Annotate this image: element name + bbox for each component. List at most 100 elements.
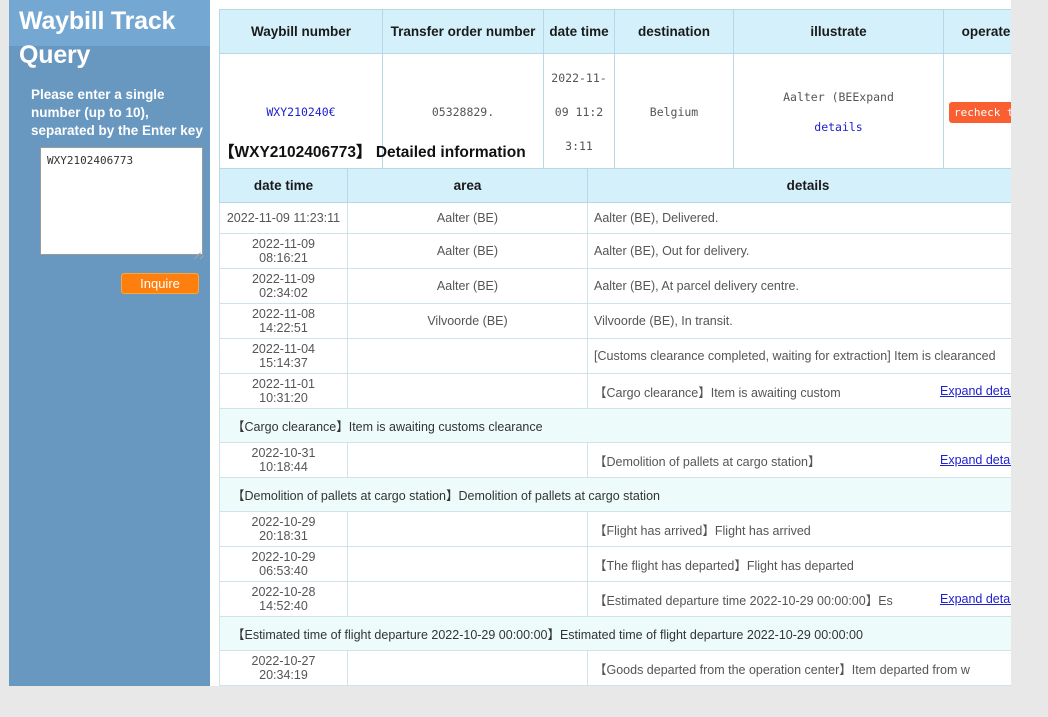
cell-detail-date-time: 2022-11-08 14:22:51 — [219, 303, 348, 339]
cell-transfer-order-number: 05328829. — [382, 53, 544, 171]
detail-text: Aalter (BE), At parcel delivery centre. — [594, 279, 799, 293]
waybill-input[interactable] — [40, 147, 203, 255]
table-row: 2022-11-04 15:14:37 [Customs clearance co… — [219, 338, 1011, 374]
cell-detail-date-time: 2022-10-28 14:52:40 — [219, 581, 348, 617]
expanded-detail-row: 【Cargo clearance】Item is awaiting custom… — [219, 408, 1011, 443]
table-row: 2022-10-29 20:18:31 【Flight has arrived】F… — [219, 511, 1011, 547]
cell-detail-details: 【Flight has arrived】Flight has arrived — [587, 511, 1011, 547]
details-link[interactable]: details — [814, 120, 863, 134]
cell-detail-details: 【Demolition of pallets at cargo station】… — [587, 442, 1011, 478]
summary-header-row: Waybill number Transfer order number dat… — [219, 9, 1011, 54]
table-row: 2022-11-09 08:16:21 Aalter (BE) Aalter (BE… — [219, 233, 1011, 269]
cell-detail-date-time: 2022-10-29 06:53:40 — [219, 546, 348, 582]
cell-detail-area: Aalter (BE) — [347, 268, 588, 304]
cell-illustrate: Aalter (BEExpand details — [733, 53, 944, 171]
summary-table: Waybill number Transfer order number dat… — [219, 9, 1011, 171]
cell-detail-details: 【Estimated departure time 2022-10-29 00:… — [587, 581, 1011, 617]
detail-text: 【Goods departed from the operation cente… — [594, 662, 970, 677]
cell-detail-details: 【Cargo clearance】Item is awaiting custom… — [587, 373, 1011, 409]
cell-detail-date-time: 2022-11-04 15:14:37 — [219, 338, 348, 374]
table-row: WXY210240€ 05328829. 2022-11-09 11:23:11… — [219, 53, 1011, 171]
col-header-detail-details: details — [587, 168, 1011, 203]
illustrate-text: Aalter (BEExpand — [783, 90, 894, 104]
expanded-detail-text: 【Cargo clearance】Item is awaiting custom… — [219, 408, 1011, 443]
browser-viewport: Waybill Track Query Please enter a singl… — [9, 0, 1011, 686]
expanded-detail-text: 【Estimated time of flight departure 2022… — [219, 616, 1011, 651]
cell-date-time: 2022-11-09 11:23:11 — [543, 53, 615, 171]
sidebar: Waybill Track Query Please enter a singl… — [9, 0, 210, 686]
cell-detail-area — [347, 685, 588, 686]
detail-text: 【Flight has arrived】Flight has arrived — [594, 523, 811, 538]
cell-detail-date-time: 2022-10-27 20:34:19 — [219, 650, 348, 686]
cell-detail-area: Aalter (BE) — [347, 233, 588, 269]
detail-text: 【Estimated departure time 2022-10-29 00:… — [594, 593, 893, 608]
cell-detail-area — [347, 338, 588, 374]
table-row: 2022-10-28 14:52:40 【Estimated departure … — [219, 581, 1011, 617]
detail-table-wrapper: date time area details 2022-11-09 11:23:… — [219, 168, 1011, 686]
col-header-destination: destination — [614, 9, 734, 54]
cell-detail-area: Vilvoorde (BE) — [347, 303, 588, 339]
expanded-detail-row: 【Estimated time of flight departure 2022… — [219, 616, 1011, 651]
inquire-button[interactable]: Inquire — [121, 273, 199, 294]
expand-details-link[interactable]: Expand details — [939, 592, 1011, 606]
cell-detail-area: Aalter (BE) — [347, 202, 588, 234]
table-row: 2022-10-27 20:34:19 【Goods departed from … — [219, 650, 1011, 686]
cell-detail-date-time: 2022-11-09 08:16:21 — [219, 233, 348, 269]
table-row: 2022-10-29 06:53:40 【The flight has depar… — [219, 546, 1011, 582]
cell-detail-details: 【The flight has departed】Flight has depa… — [587, 546, 1011, 582]
expanded-detail-row: 【Demolition of pallets at cargo station】… — [219, 477, 1011, 512]
table-row: 2022-11-01 10:31:20 【Cargo clearance】Item… — [219, 373, 1011, 409]
cell-operate: recheck tra — [943, 53, 1011, 171]
table-row: 2022-10-31 10:18:44 【Demolition of pallet… — [219, 442, 1011, 478]
cell-detail-details: Aalter (BE), Out for delivery. — [587, 233, 1011, 269]
col-header-transfer-order-number: Transfer order number — [382, 9, 544, 54]
cell-detail-details: Arrival port transshipment operation cen… — [587, 685, 1011, 686]
detail-text: 【Demolition of pallets at cargo station】 — [594, 454, 821, 469]
cell-detail-date-time: 2022-10-29 20:18:31 — [219, 511, 348, 547]
cell-detail-date-time: 2022-10-31 10:18:44 — [219, 442, 348, 478]
cell-detail-details: [Customs clearance completed, waiting fo… — [587, 338, 1011, 374]
col-header-detail-date-time: date time — [219, 168, 348, 203]
main-content: Waybill number Transfer order number dat… — [210, 0, 1011, 686]
input-instructions: Please enter a single number (up to 10),… — [31, 87, 203, 138]
col-header-detail-area: area — [347, 168, 588, 203]
sidebar-header: Waybill Track Query — [9, 0, 210, 69]
detail-text: Vilvoorde (BE), In transit. — [594, 314, 733, 328]
col-header-operate: operate — [943, 9, 1011, 54]
cell-detail-area — [347, 546, 588, 582]
expand-details-link[interactable]: Expand details — [939, 453, 1011, 467]
cell-detail-details: 【Goods departed from the operation cente… — [587, 650, 1011, 686]
detail-text: [Customs clearance completed, waiting fo… — [594, 349, 996, 363]
cell-detail-details: Aalter (BE), At parcel delivery centre. — [587, 268, 1011, 304]
waybill-number-link[interactable]: WXY210240€ — [266, 105, 336, 119]
recheck-track-button[interactable]: recheck tra — [949, 101, 1011, 123]
cell-detail-area — [347, 511, 588, 547]
cell-waybill-number: WXY210240€ — [219, 53, 383, 171]
cell-detail-details: Vilvoorde (BE), In transit. — [587, 303, 1011, 339]
detail-title: 【WXY2102406773】 Detailed information — [219, 144, 526, 161]
cell-detail-area — [347, 373, 588, 409]
cell-detail-area — [347, 650, 588, 686]
cell-detail-area — [347, 581, 588, 617]
app-title: Waybill Track Query — [19, 7, 176, 69]
detail-table-body: 2022-11-09 11:23:11 Aalter (BE) Aalter (BE… — [219, 202, 1011, 686]
detail-text: 【The flight has departed】Flight has depa… — [594, 558, 854, 573]
cell-detail-date-time: 2022-11-01 10:31:20 — [219, 373, 348, 409]
expanded-detail-text: 【Demolition of pallets at cargo station】… — [219, 477, 1011, 512]
detail-text: Aalter (BE), Out for delivery. — [594, 244, 750, 258]
table-row: 2022-10-26 20:37:38 Arrival port transshi… — [219, 685, 1011, 686]
detail-text: 【Cargo clearance】Item is awaiting custom — [594, 385, 841, 400]
table-row: 2022-11-08 14:22:51 Vilvoorde (BE) Vilvoor… — [219, 303, 1011, 339]
cell-detail-details: Aalter (BE), Delivered. — [587, 202, 1011, 234]
cell-detail-date-time: 2022-11-09 02:34:02 — [219, 268, 348, 304]
detail-text: Aalter (BE), Delivered. — [594, 211, 719, 225]
cell-detail-date-time: 2022-10-26 20:37:38 — [219, 685, 348, 686]
col-header-illustrate: illustrate — [733, 9, 944, 54]
cell-destination: Belgium — [614, 53, 734, 171]
table-row: 2022-11-09 02:34:02 Aalter (BE) Aalter (BE… — [219, 268, 1011, 304]
expand-details-link[interactable]: Expand details — [939, 384, 1011, 398]
cell-detail-date-time: 2022-11-09 11:23:11 — [219, 202, 348, 234]
table-row: 2022-11-09 11:23:11 Aalter (BE) Aalter (BE… — [219, 202, 1011, 234]
col-header-waybill-number: Waybill number — [219, 9, 383, 54]
